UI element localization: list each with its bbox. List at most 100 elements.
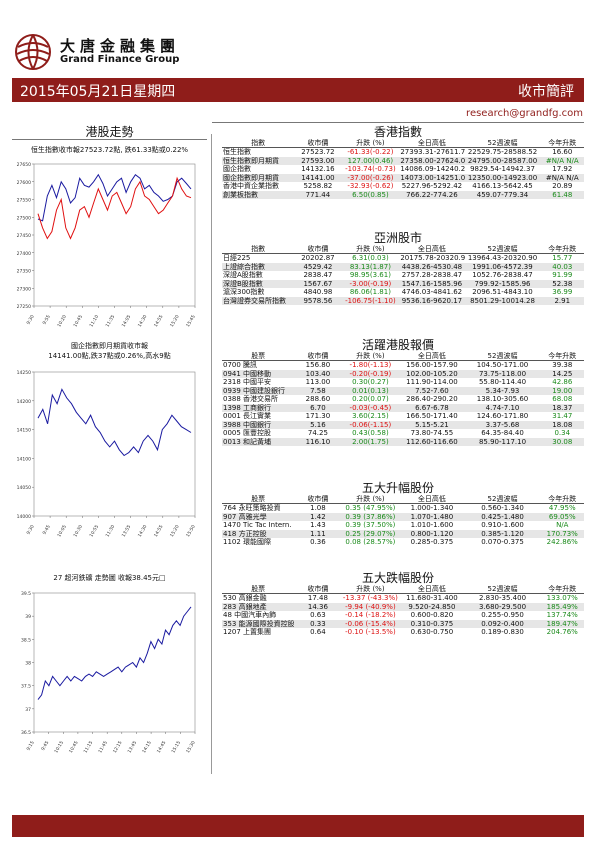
globe-logo-icon <box>15 34 51 70</box>
table-cell: -103.74(-0.73) <box>345 165 396 173</box>
table-row: 台灣證券交易所指數 9578.56 -106.75(-1.10) 9536.16-96… <box>222 296 584 305</box>
x-tick-label: 9:15 <box>25 740 35 752</box>
hk-index-table: 指數 收市價 升跌 (%) 全日高低 52週波幅 今年升跌 恒生指數 27523.72 -61.… <box>222 139 584 199</box>
y-tick-label: 14100 <box>17 456 31 462</box>
x-tick-label: 9:55 <box>42 314 52 326</box>
table-cell: 1.070-1.480 <box>399 512 465 521</box>
table-cell: 116.10 <box>294 437 342 446</box>
y-tick-label: 14150 <box>17 428 31 434</box>
column-header: 今年升跌 <box>540 585 584 594</box>
table-cell: 0.800-1.120 <box>399 529 465 538</box>
x-tick-label: 9:45 <box>40 740 50 752</box>
contact-email[interactable]: research@grandfg.com <box>466 108 583 119</box>
row-label: 滬深300指數 <box>223 288 265 296</box>
row-label: 0013 和記黃埔 <box>222 437 295 446</box>
table-cell: 52.38 <box>540 279 584 288</box>
y-tick-label: 39.5 <box>21 591 31 597</box>
table-cell: 124.60-171.80 <box>476 412 529 420</box>
row-label: 353 能源國際投資控股 <box>222 619 295 628</box>
row-label: 恒生指數 <box>223 148 251 156</box>
table-cell: 6.31(0.03) <box>352 254 389 262</box>
table-cell: 1.42 <box>294 512 342 521</box>
column-header: 升跌 (%) <box>341 585 400 594</box>
table-row: 2318 中國平安 113.00 0.30(0.27) 111.90-114.00 55… <box>222 378 584 387</box>
table-row: 0939 中國建設銀行 7.58 0.01(0.13) 7.52-7.60 5.34-7… <box>222 386 584 395</box>
column-header: 全日高低 <box>399 352 465 361</box>
table-cell: 4840.98 <box>303 288 333 296</box>
x-tick-label: 10:45 <box>68 740 80 754</box>
header-divider <box>212 122 584 123</box>
y-tick-label: 27550 <box>17 198 31 204</box>
table-cell: 1.11 <box>294 529 342 538</box>
column-header: 升跌 (%) <box>341 245 400 254</box>
column-header: 52週波幅 <box>464 352 541 361</box>
hscei-futures-chart: 14250 14200 14150 14100 14050 14000 9:30 9:45 10… <box>17 370 197 538</box>
table-cell: 9536.16-9620.17 <box>399 296 465 305</box>
table-cell: 766.22-774.26 <box>399 190 465 199</box>
column-header: 全日高低 <box>399 139 465 148</box>
x-tick-label: 11:45 <box>97 740 109 754</box>
table-cell: 27358.00-27624.00 <box>399 156 465 165</box>
hscei-chart-caption-1: 國企指數即月期貨收市報 <box>71 342 148 350</box>
table-cell: 12350.00-14923.00 <box>464 173 541 182</box>
date-banner: 2015年05月21日星期四 收市簡評 <box>12 78 584 102</box>
column-header: 全日高低 <box>399 495 465 504</box>
table-cell: -1.80(-1.13) <box>349 361 392 369</box>
table-row: 0388 香港交易所 288.60 0.20(0.07) 286.40-290.20 1… <box>222 395 584 404</box>
x-tick-label: 11:35 <box>105 314 117 328</box>
column-header: 升跌 (%) <box>341 139 400 148</box>
table-cell: 0.25 (29.07%) <box>341 529 400 538</box>
table-cell: 9578.56 <box>294 296 342 305</box>
table-cell: 7.58 <box>294 386 342 395</box>
row-label: 國企指數 <box>223 165 251 173</box>
column-header: 全日高低 <box>399 245 465 254</box>
table-cell: 113.00 <box>305 378 331 386</box>
column-header: 全日高低 <box>399 585 465 594</box>
x-tick-label: 15:15 <box>170 740 182 754</box>
table-cell: 166.50-171.40 <box>406 412 458 420</box>
table-cell: 6.70 <box>294 403 342 412</box>
table-cell: -0.20(-0.19) <box>341 369 400 378</box>
table-cell: 0.189-0.830 <box>481 628 524 636</box>
plot-frame <box>33 371 196 517</box>
table-cell: 5.15-5.21 <box>399 420 465 429</box>
table-cell: 5.34-7.93 <box>464 386 541 395</box>
column-header: 指數 <box>222 139 295 148</box>
y-tick-label: 27500 <box>17 215 31 221</box>
row-label: 0700 騰訊 <box>223 361 258 369</box>
table-cell: 242.86% <box>546 538 578 546</box>
table-cell: 9.520-24.850 <box>399 602 465 611</box>
table-cell: 133.07% <box>546 594 578 602</box>
table-cell: 0.43(0.58) <box>352 429 389 437</box>
table-row: 1470 Tic Tac Intern. 1.43 0.39 (37.50%) 1.0… <box>222 521 584 530</box>
table-cell: 0.64 <box>310 628 326 636</box>
table-cell: 3.37-5.68 <box>464 420 541 429</box>
table-cell: -61.33(-0.22) <box>347 148 394 156</box>
table-row: 深證B股指數 1567.67 -3.00(-0.19) 1547.16-1585.96… <box>222 279 584 288</box>
table-cell: 98.95(3.61) <box>349 271 391 279</box>
hk-index-title: 香港指數 <box>373 125 422 139</box>
table-row: 恒生指數即月期貨 27593.00 127.00(0.46) 27358.00-276… <box>222 156 584 165</box>
table-cell: 24795.00-28587.00 <box>464 156 541 165</box>
y-tick-label: 37 <box>25 707 31 713</box>
x-tick-label: 14:55 <box>153 314 165 328</box>
y-tick-label: 14200 <box>17 399 31 405</box>
y-tick-label: 27400 <box>17 251 31 257</box>
table-cell: 0.600-0.820 <box>410 611 454 619</box>
table-cell: 288.60 <box>305 395 331 403</box>
table-cell: 1052.76-2838.47 <box>472 271 533 279</box>
table-cell: 4166.13-5642.45 <box>472 182 533 190</box>
active-stocks-title: 活躍港股報價 <box>361 338 434 352</box>
x-tick-label: 14:45 <box>156 740 168 754</box>
table-row: 國企指數 14132.16 -103.74(-0.73) 14086.09-14240… <box>222 165 584 174</box>
y-tick-label: 39 <box>25 614 31 620</box>
column-header: 收市價 <box>294 495 342 504</box>
x-tick-label: 10:30 <box>72 524 84 538</box>
table-cell: -13.37 (-43.3%) <box>342 594 398 602</box>
report-date: 2015年05月21日星期四 <box>20 84 176 100</box>
table-cell: 27593.00 <box>294 156 342 165</box>
row-label: 0939 中國建設銀行 <box>222 386 295 395</box>
x-tick-label: 10:20 <box>56 314 68 328</box>
table-cell: 14073.00-14251.00 <box>399 173 465 182</box>
table-cell: 4746.03-4841.62 <box>401 288 463 296</box>
